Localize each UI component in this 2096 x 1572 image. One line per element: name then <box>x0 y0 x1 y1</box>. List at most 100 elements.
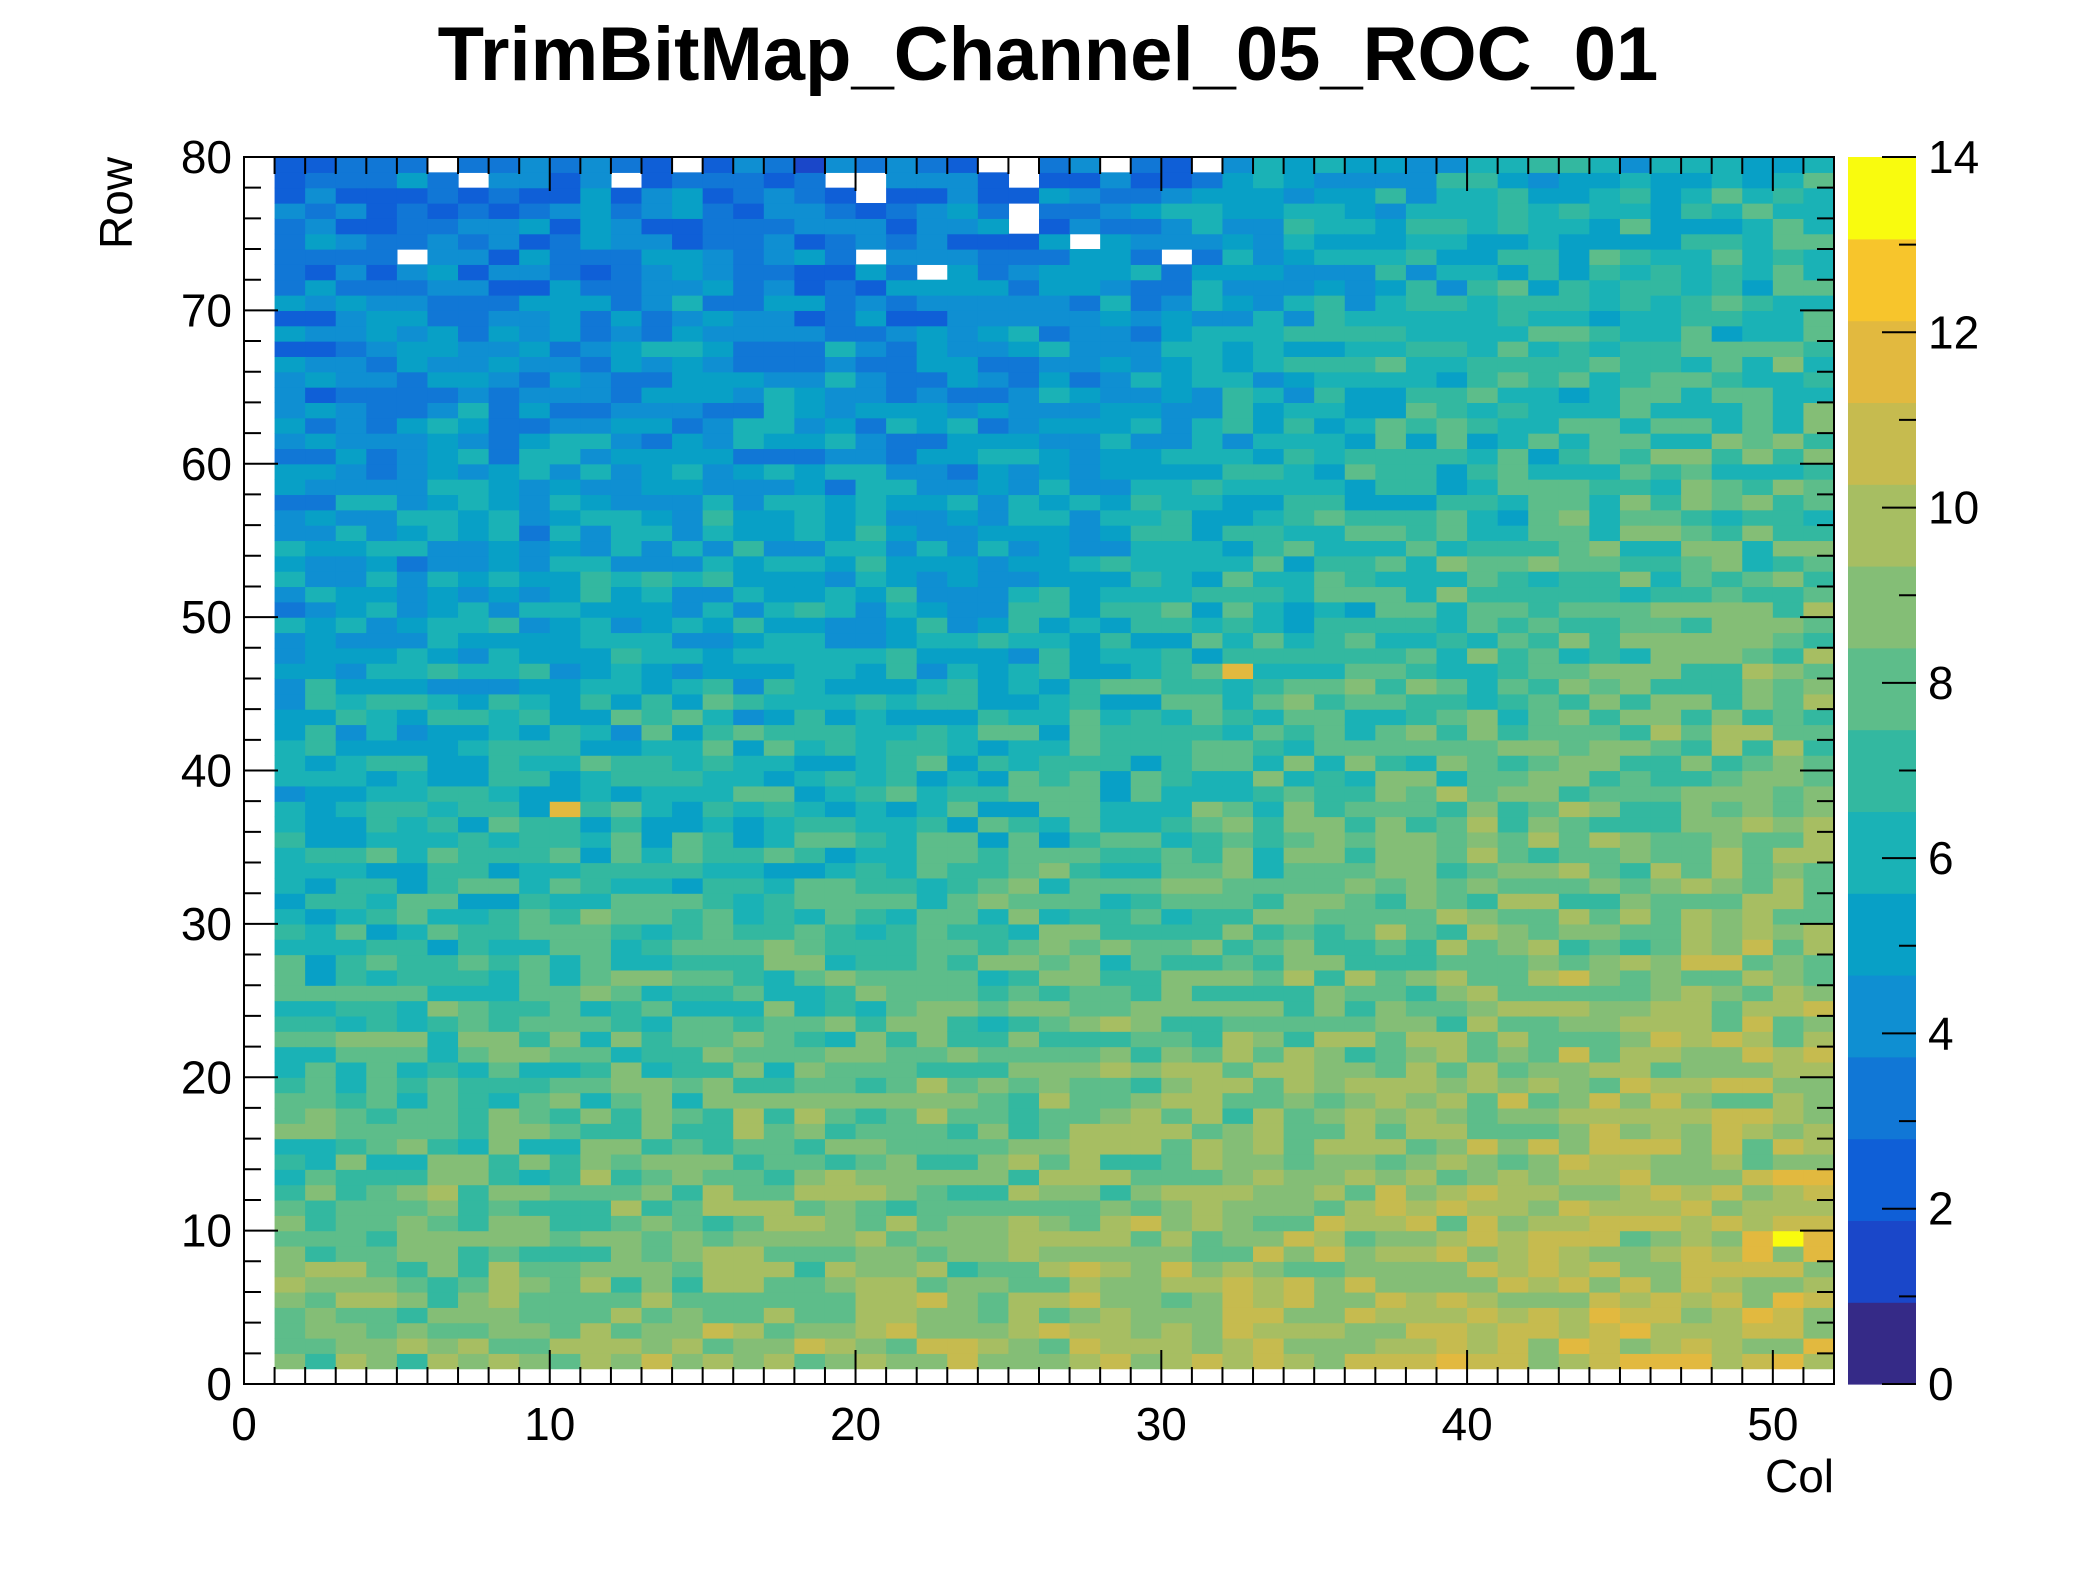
heatmap-cell <box>1436 985 1468 1002</box>
heatmap-cell <box>1314 693 1346 710</box>
heatmap-cell <box>1589 203 1621 219</box>
heatmap-cell <box>977 1107 1010 1124</box>
heatmap-cell <box>305 1092 337 1109</box>
heatmap-cell <box>1436 172 1468 189</box>
heatmap-cell <box>672 494 704 511</box>
heatmap-cell <box>427 877 459 894</box>
heatmap-cell <box>396 678 429 695</box>
heatmap-cell <box>1253 632 1285 649</box>
heatmap-cell <box>396 433 429 450</box>
heatmap-cell <box>427 1322 459 1339</box>
heatmap-cell <box>580 1276 612 1293</box>
heatmap-cell <box>1375 663 1407 680</box>
heatmap-cell <box>733 1245 765 1262</box>
heatmap-cell <box>1069 1184 1101 1201</box>
heatmap-cell <box>1619 1107 1652 1124</box>
heatmap-cell <box>274 509 306 526</box>
heatmap-cell <box>1528 770 1560 787</box>
heatmap-cell <box>1039 341 1071 357</box>
heatmap-cell <box>1405 463 1438 480</box>
heatmap-cell <box>1161 939 1193 956</box>
heatmap-cell <box>1497 310 1529 327</box>
heatmap-cell <box>916 678 948 695</box>
heatmap-cell <box>305 663 337 680</box>
heatmap-cell <box>1253 724 1285 741</box>
heatmap-cell <box>305 801 337 818</box>
heatmap-cell <box>580 402 612 419</box>
heatmap-cell <box>1375 923 1407 940</box>
heatmap-cell <box>1772 157 1805 173</box>
heatmap-cell <box>458 1322 490 1339</box>
heatmap-cell <box>1008 755 1040 772</box>
heatmap-cell <box>1100 1245 1132 1262</box>
heatmap-cell <box>763 770 795 787</box>
heatmap-cell <box>396 525 429 542</box>
heatmap-cell <box>1711 203 1743 219</box>
heatmap-cell <box>1681 1337 1713 1354</box>
heatmap-cell <box>427 1353 459 1370</box>
heatmap-cell <box>580 1077 612 1094</box>
heatmap-cell <box>274 264 306 281</box>
heatmap-cell <box>549 785 581 802</box>
heatmap-cell <box>580 203 612 219</box>
heatmap-cell <box>1497 172 1529 189</box>
heatmap-cell <box>1497 540 1529 557</box>
heatmap-cell <box>1497 969 1529 986</box>
heatmap-cell <box>549 1291 581 1308</box>
heatmap-cell <box>672 678 704 695</box>
heatmap-cell <box>305 187 337 204</box>
heatmap-cell <box>458 279 490 296</box>
heatmap-cell <box>977 1291 1010 1308</box>
heatmap-cell <box>580 1215 612 1232</box>
heatmap-cell <box>824 371 857 388</box>
heatmap-cell <box>1283 847 1315 864</box>
heatmap-cell <box>824 1215 857 1232</box>
heatmap-cell <box>1008 479 1040 496</box>
heatmap-cell <box>702 1230 734 1247</box>
heatmap-cell <box>335 233 367 250</box>
heatmap-cell <box>580 969 612 986</box>
heatmap-cell <box>549 693 581 710</box>
heatmap-cell <box>427 893 459 910</box>
heatmap-cell <box>519 249 551 265</box>
heatmap-cell <box>1039 356 1071 373</box>
heatmap-cell <box>580 801 612 818</box>
heatmap-cell <box>274 617 306 634</box>
heatmap-cell <box>1314 448 1346 465</box>
heatmap-cell <box>1528 203 1560 219</box>
heatmap-cell <box>549 1077 581 1094</box>
heatmap-cell <box>886 1322 918 1339</box>
heatmap-cell <box>1039 571 1071 588</box>
heatmap-cell <box>1711 877 1743 894</box>
heatmap-cell <box>672 341 704 357</box>
heatmap-cell <box>886 1046 918 1063</box>
heatmap-cell <box>794 479 826 496</box>
heatmap-cell <box>549 1107 581 1124</box>
heatmap-cell <box>610 310 643 327</box>
heatmap-cell <box>1681 494 1713 511</box>
heatmap-cell <box>488 356 520 373</box>
heatmap-cell <box>1100 555 1132 572</box>
heatmap-cell <box>1161 540 1193 557</box>
heatmap-cell <box>610 387 643 403</box>
heatmap-cell <box>1405 969 1438 986</box>
heatmap-cell <box>427 402 459 419</box>
heatmap-cell <box>733 1107 765 1124</box>
heatmap-cell <box>549 448 581 465</box>
heatmap-cell <box>1130 1169 1162 1186</box>
heatmap-cell <box>1497 831 1529 848</box>
heatmap-cell <box>519 494 551 511</box>
heatmap-cell <box>305 1184 337 1201</box>
heatmap-cell <box>763 295 795 311</box>
heatmap-cell <box>947 1092 979 1109</box>
heatmap-cell <box>641 739 673 756</box>
heatmap-cell <box>366 893 398 910</box>
heatmap-cell <box>274 1307 306 1324</box>
heatmap-cell <box>1130 1184 1162 1201</box>
heatmap-cell <box>1772 571 1805 588</box>
heatmap-cell <box>641 1000 673 1017</box>
heatmap-cell <box>794 1230 826 1247</box>
heatmap-cell <box>1405 663 1438 680</box>
heatmap-cell <box>1467 203 1499 219</box>
heatmap-cell <box>1650 1184 1682 1201</box>
